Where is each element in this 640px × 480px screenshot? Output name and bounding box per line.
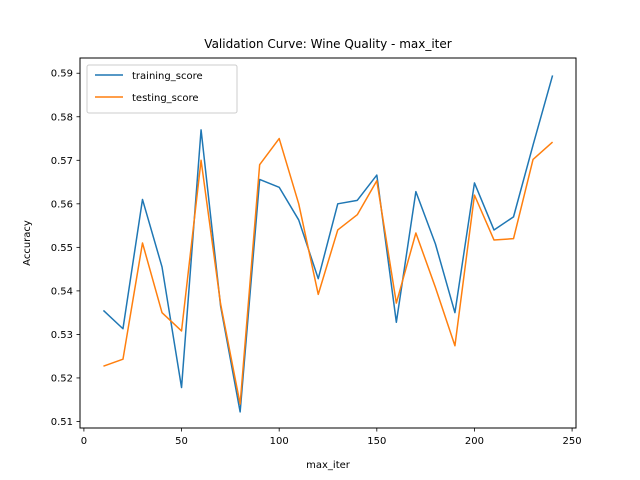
y-tick-label: 0.57 [51,156,73,167]
legend-label-training: training_score [132,71,203,82]
y-tick-label: 0.58 [51,112,73,123]
y-tick-label: 0.56 [51,199,73,210]
y-tick-label: 0.52 [51,373,73,384]
y-tick-label: 0.53 [51,330,73,341]
y-tick-label: 0.54 [51,286,73,297]
x-tick-label: 100 [270,436,289,447]
plot-lines [102,75,554,413]
legend-box [86,64,238,114]
x-tick-label: 150 [367,436,386,447]
series-line-testing_score [103,137,554,405]
x-tick-label: 200 [465,436,484,447]
x-tick-label: 0 [81,436,87,447]
x-axis-label: max_iter [306,460,351,471]
y-axis: 0.51 0.52 0.53 0.54 0.55 0.56 0.57 0.58 0.59 [51,69,80,428]
chart-title: Validation Curve: Wine Quality - max_ite… [204,37,451,51]
legend-label-testing: testing_score [132,93,199,104]
legend: training_score testing_score [86,64,238,114]
series-line-training_score [102,75,554,413]
x-tick-label: 250 [563,436,582,447]
x-tick-label: 50 [175,436,188,447]
y-tick-label: 0.59 [51,69,73,80]
y-tick-label: 0.55 [51,243,73,254]
y-axis-label: Accuracy [22,220,33,266]
x-axis: 0 50 100 150 200 250 [81,428,582,447]
y-tick-label: 0.51 [51,417,73,428]
plot-frame [79,57,577,429]
